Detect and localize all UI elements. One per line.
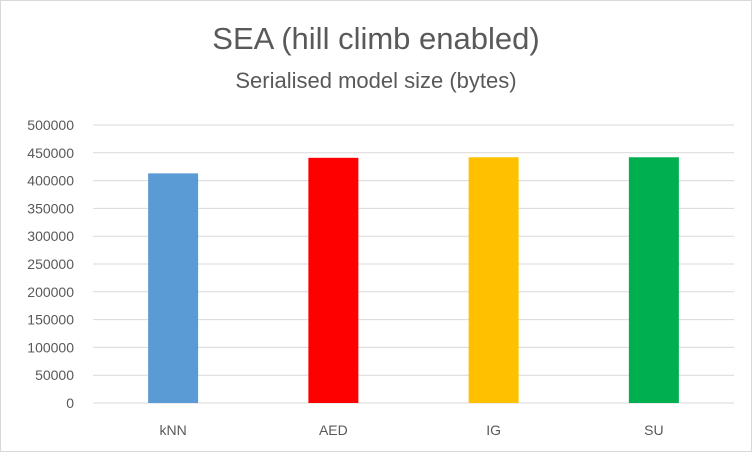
y-tick-label: 400000 bbox=[27, 173, 74, 189]
bar-ig bbox=[468, 157, 519, 403]
y-tick-label: 200000 bbox=[27, 284, 74, 300]
chart-title: SEA (hill climb enabled) bbox=[212, 21, 540, 56]
bar-aed bbox=[308, 157, 359, 403]
y-tick-label: 250000 bbox=[27, 256, 74, 272]
y-tick-label: 300000 bbox=[27, 228, 74, 244]
x-tick-label: kNN bbox=[160, 422, 187, 438]
y-tick-label: 50000 bbox=[35, 367, 74, 383]
x-tick-label: AED bbox=[319, 422, 348, 438]
y-tick-label: 100000 bbox=[27, 339, 74, 355]
y-tick-label: 150000 bbox=[27, 312, 74, 328]
y-tick-label: 500000 bbox=[27, 117, 74, 133]
y-tick-label: 450000 bbox=[27, 145, 74, 161]
x-tick-label: SU bbox=[644, 422, 663, 438]
bar-su bbox=[628, 157, 679, 403]
y-tick-label: 350000 bbox=[27, 200, 74, 216]
chart-subtitle: Serialised model size (bytes) bbox=[235, 68, 517, 93]
y-tick-label: 0 bbox=[66, 395, 74, 411]
bar-knn bbox=[148, 173, 199, 403]
x-tick-label: IG bbox=[486, 422, 501, 438]
